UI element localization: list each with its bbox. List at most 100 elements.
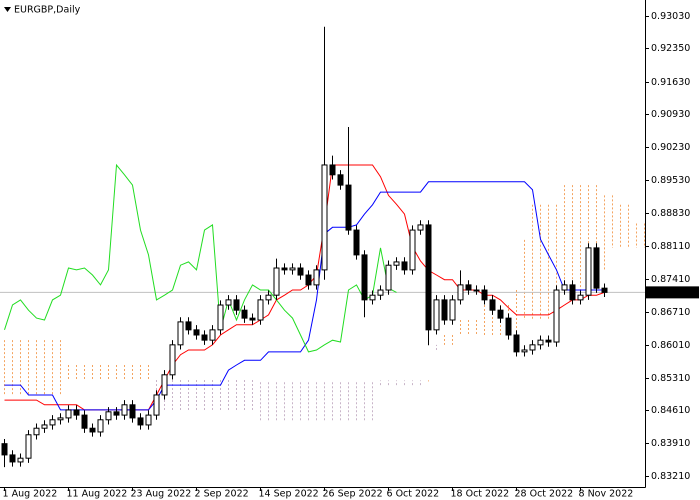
candle-body bbox=[73, 409, 80, 416]
candle-body bbox=[81, 414, 88, 429]
candle-body bbox=[209, 329, 216, 341]
y-tick-label: 0.87410 bbox=[651, 274, 690, 285]
y-tick-label: 0.91630 bbox=[651, 77, 690, 88]
candle-body bbox=[305, 274, 312, 286]
candle-body bbox=[89, 427, 96, 433]
y-tick-label: 0.85310 bbox=[651, 373, 690, 384]
candle-body bbox=[145, 414, 152, 426]
x-tick-label: 28 Oct 2022 bbox=[515, 489, 574, 500]
candle-body bbox=[401, 261, 408, 271]
candle-body bbox=[369, 294, 376, 301]
candle-body bbox=[569, 284, 576, 301]
candle-body bbox=[593, 247, 600, 289]
y-tick-label: 0.92350 bbox=[651, 43, 690, 54]
candle-body bbox=[321, 164, 328, 271]
candle-body bbox=[561, 284, 568, 291]
price-label: 0.87130 bbox=[651, 287, 690, 298]
candle-body bbox=[601, 287, 608, 293]
candle-body bbox=[233, 299, 240, 311]
candle-body bbox=[281, 267, 288, 271]
indicator-line bbox=[4, 163, 397, 353]
x-tick-label: 11 Aug 2022 bbox=[67, 489, 128, 500]
candle-body bbox=[465, 284, 472, 291]
candle-body bbox=[409, 229, 416, 271]
candle-body bbox=[441, 299, 448, 321]
candle-body bbox=[105, 411, 112, 421]
candle-body bbox=[497, 309, 504, 319]
candle-body bbox=[273, 267, 280, 296]
candle-body bbox=[377, 289, 384, 296]
y-tick-label: 0.90930 bbox=[651, 109, 690, 120]
candle-body bbox=[577, 294, 584, 301]
candle-body bbox=[433, 299, 440, 331]
candle-body bbox=[17, 457, 24, 463]
x-tick-label: 23 Aug 2022 bbox=[131, 489, 192, 500]
chart-title: EURGBP,Daily bbox=[14, 5, 81, 16]
candle-body bbox=[417, 224, 424, 231]
candle-body bbox=[505, 317, 512, 336]
candle-body bbox=[97, 419, 104, 433]
candle-body bbox=[481, 289, 488, 301]
candle-body bbox=[1, 443, 8, 456]
candle-body bbox=[41, 424, 48, 429]
y-tick-label: 0.86010 bbox=[651, 340, 690, 351]
candle-body bbox=[177, 321, 184, 346]
y-tick-label: 0.84610 bbox=[651, 405, 690, 416]
candle-body bbox=[201, 334, 208, 341]
candle-body bbox=[33, 427, 40, 436]
candle-body bbox=[385, 264, 392, 291]
candle-body bbox=[297, 267, 304, 276]
y-tick-label: 0.89530 bbox=[651, 175, 690, 186]
candle-body bbox=[257, 299, 264, 321]
y-tick-label: 0.83210 bbox=[651, 471, 690, 482]
candle-body bbox=[457, 284, 464, 301]
candle-body bbox=[393, 261, 400, 266]
y-tick-label: 0.88110 bbox=[651, 241, 690, 252]
candle-body bbox=[345, 184, 352, 231]
candle-body bbox=[225, 299, 232, 306]
candle-body bbox=[529, 344, 536, 351]
candle-body bbox=[585, 247, 592, 296]
candle-body bbox=[337, 174, 344, 186]
candle-body bbox=[265, 294, 272, 301]
candle-body bbox=[329, 164, 336, 176]
candle-body bbox=[129, 404, 136, 419]
candle-body bbox=[161, 374, 168, 396]
candle-body bbox=[137, 417, 144, 426]
candle-body bbox=[425, 224, 432, 331]
x-tick-label: 14 Sep 2022 bbox=[259, 489, 319, 500]
candle-body bbox=[25, 434, 32, 459]
symbol-menu-arrow[interactable] bbox=[4, 7, 11, 12]
candle-body bbox=[121, 404, 128, 416]
candle-body bbox=[353, 229, 360, 256]
y-tick-label: 0.88830 bbox=[651, 208, 690, 219]
candle-body bbox=[241, 309, 248, 319]
candle-body bbox=[249, 317, 256, 321]
indicator-line bbox=[4, 181, 605, 411]
candle-body bbox=[9, 454, 16, 463]
price-label-box bbox=[646, 286, 699, 299]
candle-body bbox=[361, 254, 368, 301]
candle-body bbox=[521, 349, 528, 353]
candle-body bbox=[217, 304, 224, 331]
candle-body bbox=[545, 339, 552, 343]
candle-body bbox=[113, 411, 120, 416]
x-tick-label: 18 Oct 2022 bbox=[451, 489, 510, 500]
candle-body bbox=[57, 417, 64, 421]
x-tick-label: 2 Sep 2022 bbox=[195, 489, 249, 500]
y-tick-label: 0.90230 bbox=[651, 142, 690, 153]
candle-body bbox=[313, 269, 320, 286]
candle-body bbox=[289, 267, 296, 271]
x-tick-label: 1 Aug 2022 bbox=[3, 489, 58, 500]
candle-body bbox=[153, 394, 160, 416]
candle-body bbox=[193, 329, 200, 336]
y-tick-label: 0.93030 bbox=[651, 11, 690, 22]
x-tick-label: 6 Oct 2022 bbox=[387, 489, 440, 500]
candle-body bbox=[49, 419, 56, 426]
candle-body bbox=[169, 344, 176, 376]
candle-body bbox=[537, 339, 544, 346]
x-tick-label: 26 Sep 2022 bbox=[323, 489, 383, 500]
y-tick-label: 0.86710 bbox=[651, 307, 690, 318]
candle-body bbox=[65, 409, 72, 419]
